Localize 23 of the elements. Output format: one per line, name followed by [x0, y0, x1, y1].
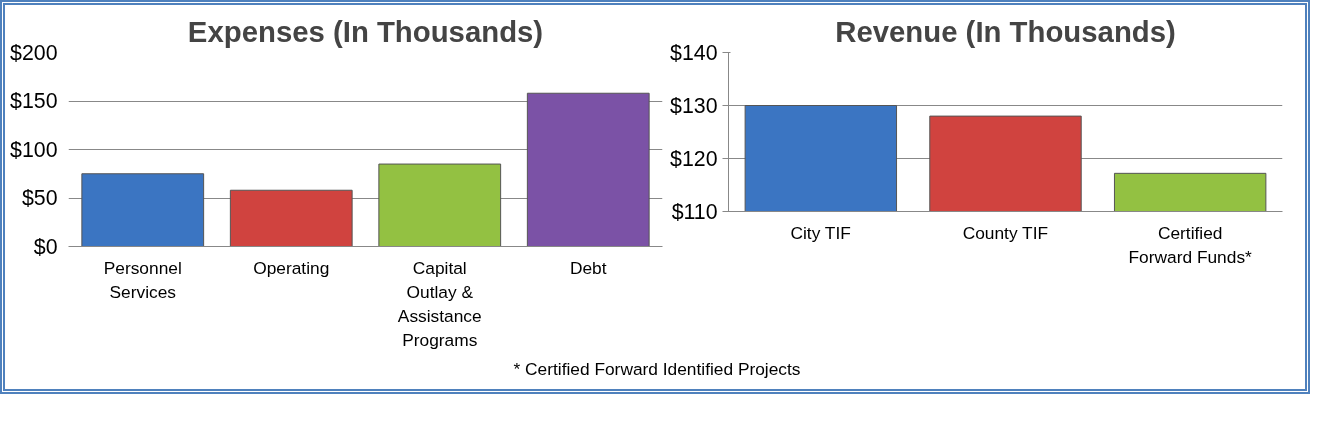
- chart-title: Revenue (In Thousands): [835, 14, 1176, 48]
- bar: [378, 163, 502, 247]
- y-tick-label: $150: [10, 89, 58, 113]
- x-tick-label: Personnel Services: [103, 257, 182, 302]
- bar: [229, 189, 353, 247]
- x-tick-label: County TIF: [962, 222, 1049, 243]
- y-tick-label: $50: [21, 186, 58, 210]
- bar: [81, 173, 205, 247]
- y-tick-label: $110: [671, 199, 718, 224]
- x-tick-label: City TIF: [790, 222, 851, 243]
- y-tick-label: $120: [670, 146, 718, 171]
- text: * Certified Forward Identified Projects: [513, 358, 801, 381]
- y-tick-label: $130: [670, 93, 718, 118]
- y-tick-label: $0: [33, 234, 58, 259]
- y-tick-label: $140: [670, 40, 718, 65]
- x-tick-label: Operating: [253, 257, 330, 278]
- chart-title: Expenses (In Thousands): [187, 14, 544, 48]
- y-tick-label: $200: [10, 40, 58, 65]
- y-tick-label: $100: [10, 137, 58, 162]
- bar: [526, 92, 650, 247]
- x-tick-label: Capital Outlay & Assistance Programs: [397, 257, 482, 350]
- x-tick-label: Debt: [569, 257, 607, 278]
- x-tick-label: Certified Forward Funds*: [1128, 222, 1253, 267]
